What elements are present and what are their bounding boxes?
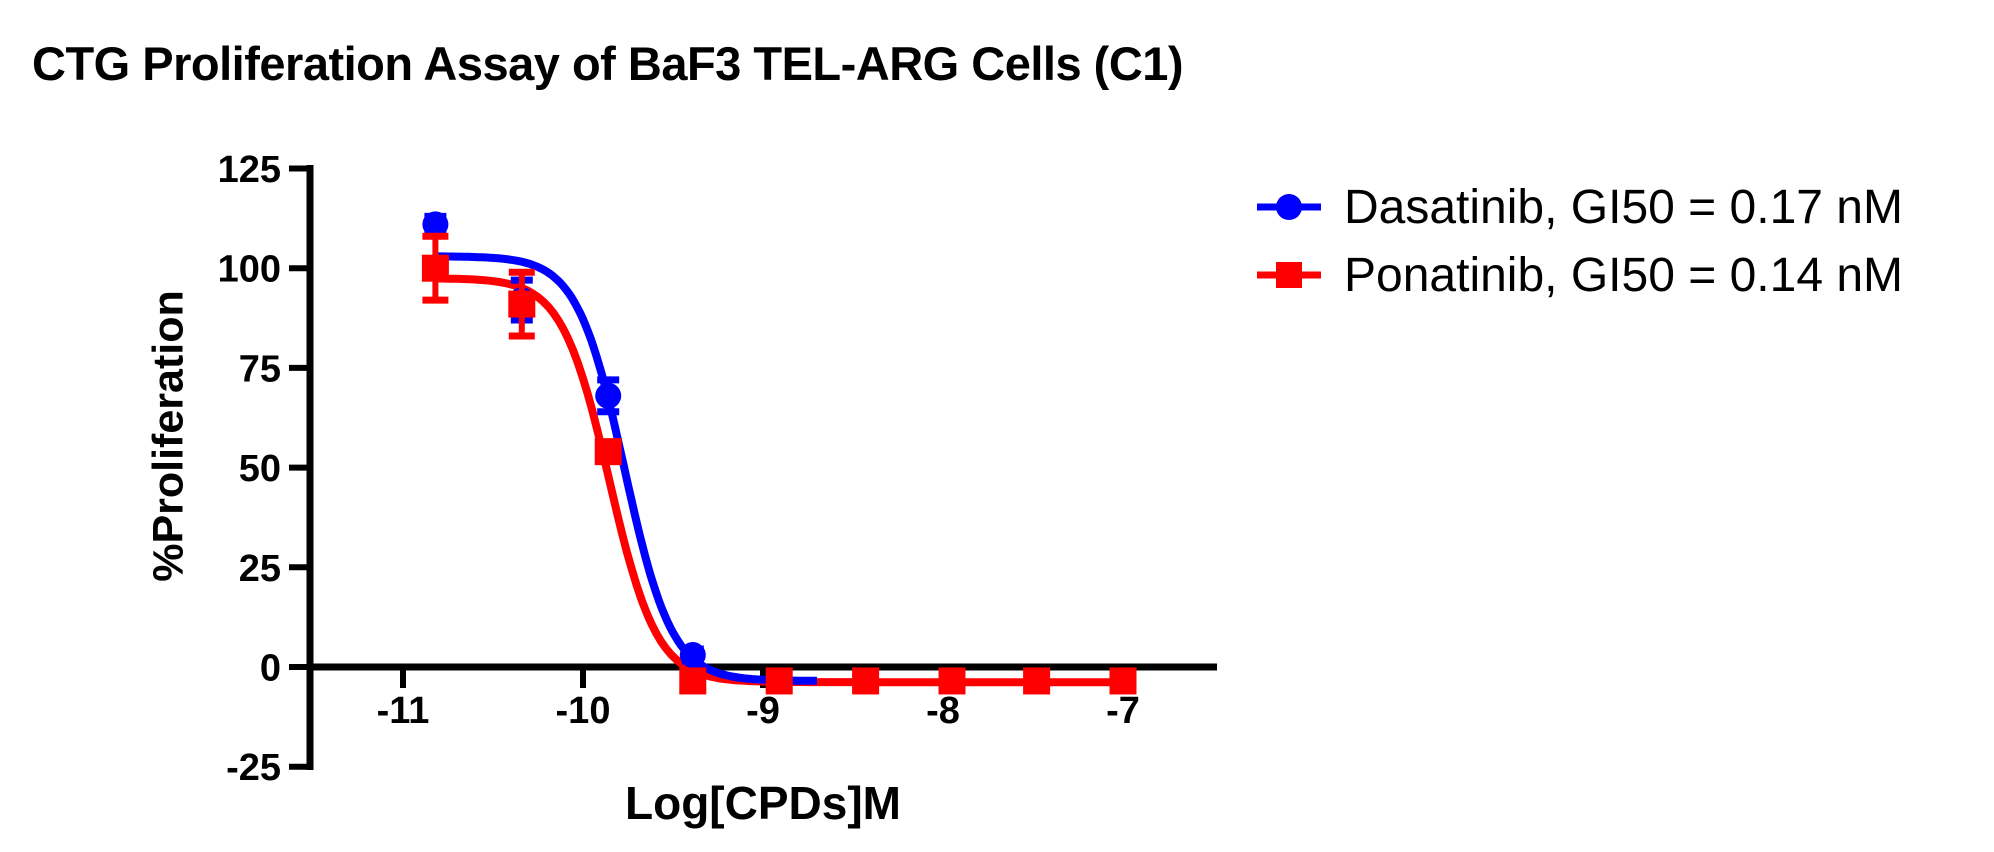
ponatinib-data-point	[421, 254, 449, 282]
chart-title: CTG Proliferation Assay of BaF3 TEL-ARG …	[32, 37, 1184, 90]
x-tick-label: -10	[556, 690, 611, 732]
x-tick-label: -8	[926, 690, 960, 732]
ponatinib-data-point	[852, 667, 880, 695]
legend: Dasatinib, GI50 = 0.17 nM Ponatinib, GI5…	[1256, 180, 1904, 302]
ponatinib-data-point	[1109, 667, 1137, 695]
ponatinib-data-point	[938, 667, 966, 695]
y-tick-label: -25	[226, 747, 281, 789]
ponatinib-data-point	[508, 290, 536, 318]
x-axis-title: Log[CPDs]M	[625, 777, 901, 829]
y-tick-label: 25	[239, 548, 281, 590]
dasatinib-fit-curve	[435, 252, 817, 685]
x-tick-label: -9	[746, 690, 780, 732]
dasatinib-data-point	[679, 642, 706, 669]
ponatinib-data-point	[594, 438, 622, 466]
ponatinib-legend-marker-icon	[1257, 262, 1321, 288]
x-tick-label: -7	[1106, 690, 1140, 732]
y-tick-label: 0	[260, 648, 281, 690]
legend-label-ponatinib: Ponatinib, GI50 = 0.14 nM	[1344, 248, 1904, 302]
ponatinib-data-point	[1023, 667, 1051, 695]
y-tick-label: 75	[239, 348, 281, 390]
y-axis-title: %Proliferation	[144, 290, 193, 582]
dasatinib-legend-marker-icon	[1257, 194, 1321, 220]
ponatinib-fit-curve	[435, 274, 1123, 687]
ponatinib-data-point	[765, 667, 793, 695]
dasatinib-data-point	[595, 382, 622, 409]
y-tick-label: 100	[218, 249, 281, 291]
dasatinib-data-point	[422, 211, 449, 238]
legend-item-ponatinib: Ponatinib, GI50 = 0.14 nM	[1256, 248, 1904, 302]
legend-item-dasatinib: Dasatinib, GI50 = 0.17 nM	[1256, 180, 1903, 234]
y-tick-label: 50	[239, 448, 281, 490]
y-tick-label: 125	[218, 149, 281, 191]
legend-label-dasatinib: Dasatinib, GI50 = 0.17 nM	[1344, 180, 1903, 234]
ponatinib-data-point	[679, 667, 707, 695]
x-tick-label: -11	[377, 690, 430, 732]
